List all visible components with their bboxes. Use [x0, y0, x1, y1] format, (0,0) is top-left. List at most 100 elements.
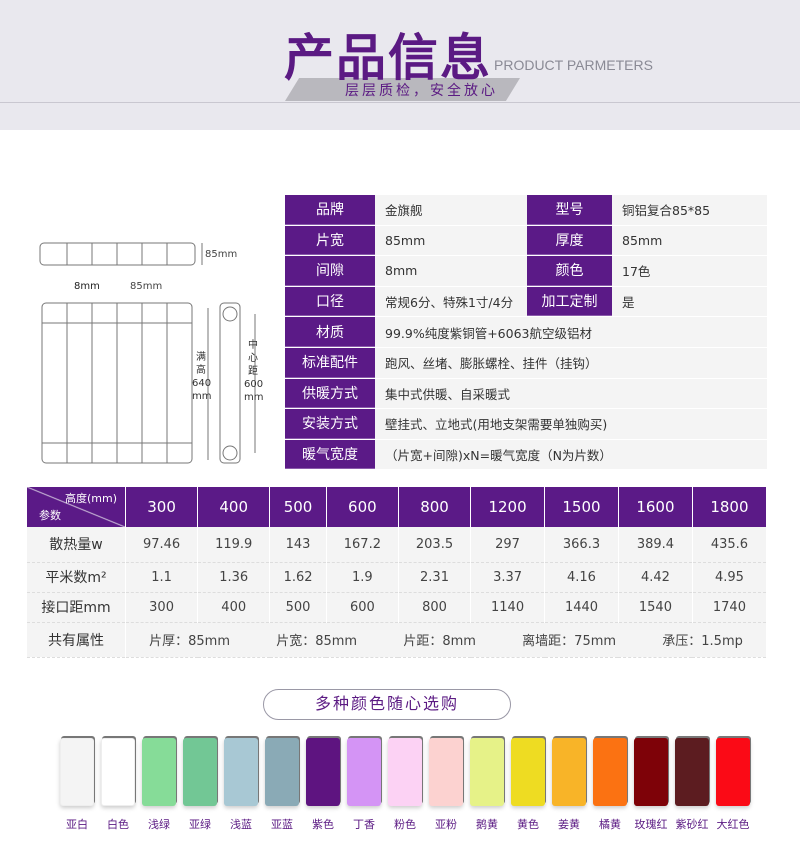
width-label: 85mm — [130, 281, 162, 292]
color-swatch[interactable] — [306, 738, 340, 806]
spec-label: 片宽 — [285, 225, 375, 256]
top-view — [39, 242, 203, 266]
height-header: 1600 — [618, 487, 693, 527]
spec-value: 85mm — [375, 225, 527, 256]
color-label: 亚绿 — [189, 818, 211, 831]
table-cell: 143 — [269, 527, 327, 563]
height-header: 1200 — [470, 487, 546, 527]
slogan: 层层质检，安全放心 — [345, 83, 498, 99]
spec-row: 暖气宽度 （片宽+间隙)xN=暖气宽度（N为片数） — [285, 439, 767, 471]
spec-label: 品牌 — [285, 195, 375, 225]
table-cell: 97.46 — [125, 527, 199, 563]
row-label: 平米数m² — [27, 562, 126, 593]
color-label: 姜黄 — [558, 818, 580, 831]
spec-value: 8mm — [375, 256, 527, 286]
spec-label: 间隙 — [285, 256, 375, 286]
spec-label: 型号 — [527, 195, 612, 225]
spec-value: （片宽+间隙)xN=暖气宽度（N为片数） — [375, 439, 767, 470]
color-swatch[interactable] — [429, 738, 463, 806]
common-attr: 片宽：85mm — [276, 634, 358, 649]
table-cell: 366.3 — [544, 527, 619, 563]
spec-label: 安装方式 — [285, 409, 375, 439]
depth-label: 85mm — [205, 249, 237, 260]
color-label: 紫色 — [312, 818, 334, 831]
slogan-band — [285, 78, 520, 101]
color-swatch[interactable] — [60, 738, 94, 806]
color-swatch[interactable] — [593, 738, 627, 806]
spec-row: 口径 常规6分、特殊1寸/4分 加工定制 是 — [285, 286, 767, 318]
center-distance-label: 中心距 600 mm — [244, 338, 263, 403]
color-label: 紫砂红 — [675, 818, 709, 831]
common-attr: 承压：1.5mp — [662, 634, 743, 649]
spec-label: 供暖方式 — [285, 378, 375, 409]
spec-label: 材质 — [285, 317, 375, 347]
color-swatch[interactable] — [183, 738, 217, 806]
spec-value: 85mm — [612, 225, 767, 256]
colors-title: 多种颜色随心选购 — [263, 689, 511, 720]
page-subtitle: PRODUCT PARMETERS — [494, 57, 653, 73]
color-swatch[interactable] — [675, 738, 709, 806]
color-label: 鹅黄 — [476, 818, 498, 831]
color-swatch[interactable] — [716, 738, 750, 806]
table-cell: 119.9 — [197, 527, 271, 563]
color-swatch[interactable] — [552, 738, 586, 806]
spec-label: 颜色 — [527, 256, 612, 286]
spec-row: 材质 99.9%纯度紫铜管+6063航空级铝材 — [285, 317, 767, 348]
table-cell: 1540 — [618, 592, 693, 623]
table-row: 平米数m² 1.1 1.36 1.62 1.9 2.31 3.37 4.16 4.42 4.95 — [27, 562, 768, 593]
color-swatch[interactable] — [265, 738, 299, 806]
spec-row: 间隙 8mm 颜色 17色 — [285, 256, 767, 287]
color-label: 亚蓝 — [271, 818, 293, 831]
common-attr: 片厚：85mm — [149, 634, 230, 649]
table-cell: 1.36 — [197, 562, 271, 593]
table-cell: 1440 — [544, 592, 619, 623]
color-label: 大红色 — [716, 818, 750, 831]
color-swatch[interactable] — [388, 738, 422, 806]
color-swatch[interactable] — [511, 738, 545, 806]
spec-label: 标准配件 — [285, 347, 375, 378]
parameter-table: 高度(mm) 参数 300 400 500 600 800 1200 1500 1600 1800… — [27, 487, 768, 658]
height-header: 400 — [197, 487, 271, 527]
common-attr: 离墙距：75mm — [522, 634, 617, 649]
common-row: 共有属性 片厚：85mm 片宽：85mm 片距：8mm 离墙距：75mm 承压：1.5mp — [27, 622, 767, 658]
spec-label: 暖气宽度 — [285, 439, 375, 470]
color-swatch[interactable] — [634, 738, 668, 806]
table-cell: 1740 — [692, 592, 768, 623]
color-label: 白色 — [107, 818, 129, 831]
side-view — [219, 302, 256, 464]
full-height-label: 满高 640 mm — [192, 351, 211, 402]
table-cell: 297 — [470, 527, 546, 563]
color-swatch[interactable] — [224, 738, 258, 806]
height-header: 500 — [269, 487, 327, 527]
height-header: 1800 — [692, 487, 768, 527]
table-cell: 1.9 — [326, 562, 399, 593]
height-header: 300 — [125, 487, 199, 527]
row-label: 散热量w — [27, 527, 126, 563]
color-swatch[interactable] — [142, 738, 176, 806]
color-swatch[interactable] — [470, 738, 504, 806]
table-cell: 2.31 — [398, 562, 472, 593]
spec-row: 标准配件 跑风、丝堵、膨胀螺栓、挂件（挂钩） — [285, 347, 767, 379]
table-cell: 500 — [269, 592, 327, 623]
table-cell: 4.42 — [618, 562, 693, 593]
table-cell: 800 — [398, 592, 472, 623]
height-header: 1500 — [544, 487, 619, 527]
table-cell: 167.2 — [326, 527, 399, 563]
color-swatch[interactable] — [101, 738, 135, 806]
spec-value: 99.9%纯度紫铜管+6063航空级铝材 — [375, 317, 767, 347]
color-label: 浅绿 — [148, 818, 170, 831]
table-cell: 389.4 — [618, 527, 693, 563]
spec-row: 品牌 金旗舰 型号 铜铝复合85*85 — [285, 195, 767, 226]
table-row: 散热量w 97.46 119.9 143 167.2 203.5 297 366.3 389.4… — [27, 527, 768, 563]
table-cell: 1.1 — [125, 562, 199, 593]
color-swatch[interactable] — [347, 738, 381, 806]
height-header: 600 — [326, 487, 399, 527]
corner-header: 高度(mm) 参数 — [27, 487, 126, 527]
color-label: 浅蓝 — [230, 818, 252, 831]
gap-label: 8mm — [74, 281, 100, 292]
divider — [0, 102, 800, 103]
row-label: 接口距mm — [27, 592, 126, 623]
spec-row: 供暖方式 集中式供暖、自采暖式 — [285, 378, 767, 410]
table-cell: 300 — [125, 592, 199, 623]
header-banner: 产品信息 PRODUCT PARMETERS 层层质检，安全放心 — [0, 0, 800, 130]
